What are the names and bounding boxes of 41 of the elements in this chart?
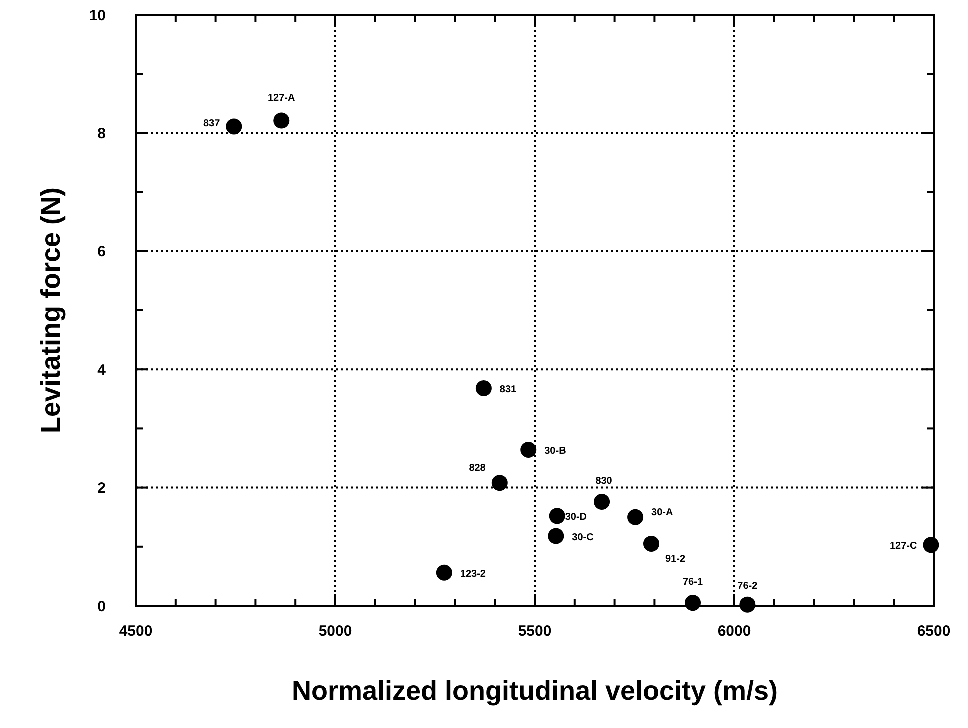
x-tick-label: 5000 xyxy=(318,623,352,640)
y-tick-label: 4 xyxy=(98,362,107,379)
y-tick-label: 2 xyxy=(98,480,106,498)
annotation: 828 xyxy=(469,463,486,474)
point xyxy=(548,528,564,544)
x-tick-label: 6000 xyxy=(718,623,752,640)
point xyxy=(628,509,644,526)
annotation: 30-B xyxy=(544,446,566,457)
point xyxy=(476,380,492,397)
point xyxy=(549,508,566,524)
point xyxy=(923,537,940,554)
annotation: 91-2 xyxy=(666,554,686,565)
point xyxy=(492,475,508,492)
point xyxy=(274,112,290,129)
y-tick-label: 8 xyxy=(98,125,106,142)
point xyxy=(226,118,242,135)
y-tick-label: 10 xyxy=(89,7,106,24)
annotation: 30-A xyxy=(652,507,674,518)
y-axis-title: Levitating force (N) xyxy=(36,187,66,434)
point xyxy=(644,536,660,552)
x-tick-label: 4500 xyxy=(119,623,153,640)
annotation: 831 xyxy=(500,384,518,396)
annotation: 76-2 xyxy=(738,580,758,592)
annotation: 830 xyxy=(596,476,613,487)
y-tick-label: 0 xyxy=(98,598,106,616)
point xyxy=(740,596,756,613)
x-tick-label: 6500 xyxy=(917,623,951,640)
point xyxy=(520,442,537,458)
annotation: 127-C xyxy=(890,541,918,552)
point xyxy=(685,595,702,612)
point xyxy=(436,564,452,581)
annotation: 76-1 xyxy=(682,577,704,588)
x-axis-title: Normalized longitudinal velocity (m/s) xyxy=(292,676,778,706)
annotation: 127-A xyxy=(268,92,296,104)
annotation: 123-2 xyxy=(460,568,486,580)
y-tick-label: 6 xyxy=(98,244,106,261)
x-tick-label: 5500 xyxy=(518,623,552,640)
point xyxy=(594,494,610,510)
annotation: 30-C xyxy=(572,532,594,544)
annotation: 837 xyxy=(203,118,221,130)
annotation: 30-D xyxy=(565,512,588,524)
